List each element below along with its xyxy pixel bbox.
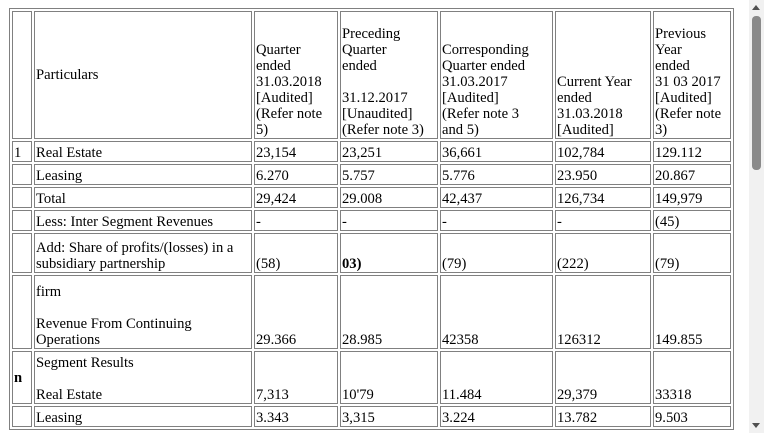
table-row: Leasing 3.343 3,315 3.224 13.782 9.503 <box>12 406 731 427</box>
row-index <box>12 406 32 427</box>
row-index: n <box>12 351 32 404</box>
row-label: Total <box>34 187 252 208</box>
header-current-year: Current Year ended 31.03.2018 [Audited] <box>555 11 651 139</box>
cell-q2: 28.985 <box>340 275 438 349</box>
cell-y2: (45) <box>653 210 731 231</box>
cell-q2: 03) <box>340 233 438 273</box>
cell-q3: 3.224 <box>440 406 553 427</box>
cell-q2: - <box>340 210 438 231</box>
cell-y2: 129.112 <box>653 141 731 162</box>
cell-y1: 13.782 <box>555 406 651 427</box>
cell-q1: 7,313 <box>254 351 338 404</box>
header-previous-year: Previous Year ended 31 03 2017 [Audited]… <box>653 11 731 139</box>
row-index <box>12 187 32 208</box>
table-row: Less: Inter Segment Revenues - - - - (45… <box>12 210 731 231</box>
cell-q3: 5.776 <box>440 164 553 185</box>
header-index-cell <box>12 11 32 139</box>
row-label: Segment Results Real Estate <box>34 351 252 404</box>
header-corresponding-quarter: Corresponding Quarter ended 31.03.2017 [… <box>440 11 553 139</box>
scrollbar-thumb[interactable] <box>752 16 761 170</box>
cell-q3: 36,661 <box>440 141 553 162</box>
row-label: Leasing <box>34 406 252 427</box>
cell-q2: 5.757 <box>340 164 438 185</box>
cell-q1: 6.270 <box>254 164 338 185</box>
cell-q2: 29.008 <box>340 187 438 208</box>
row-label: Less: Inter Segment Revenues <box>34 210 252 231</box>
table-row: n Segment Results Real Estate 7,313 10'7… <box>12 351 731 404</box>
cell-q2-bold: 03) <box>342 256 362 272</box>
cell-q1: (58) <box>254 233 338 273</box>
cell-q1: 29,424 <box>254 187 338 208</box>
cell-y1: 126312 <box>555 275 651 349</box>
row-index: 1 <box>12 141 32 162</box>
cell-y2: 33318 <box>653 351 731 404</box>
cell-y2: 149.855 <box>653 275 731 349</box>
cell-q2: 23,251 <box>340 141 438 162</box>
cell-y1: (222) <box>555 233 651 273</box>
row-label: Leasing <box>34 164 252 185</box>
cell-y2: 149,979 <box>653 187 731 208</box>
row-label: firm Revenue From Continuing Operations <box>34 275 252 349</box>
row-index <box>12 233 32 273</box>
cell-q3: (79) <box>440 233 553 273</box>
row-label: Real Estate <box>34 141 252 162</box>
cell-y1: - <box>555 210 651 231</box>
cell-q1: - <box>254 210 338 231</box>
cell-q1: 23,154 <box>254 141 338 162</box>
vertical-scrollbar[interactable] <box>749 0 764 433</box>
cell-q3: 42358 <box>440 275 553 349</box>
cell-y2: 9.503 <box>653 406 731 427</box>
row-label: Add: Share of profits/(losses) in a subs… <box>34 233 252 273</box>
header-quarter-ended-31-03-2018: Quarter ended 31.03.2018 [Audited] (Refe… <box>254 11 338 139</box>
header-preceding-quarter: Preceding Quarter ended 31.12.2017 [Unau… <box>340 11 438 139</box>
cell-y1: 23.950 <box>555 164 651 185</box>
cell-q1: 29.366 <box>254 275 338 349</box>
table-row: firm Revenue From Continuing Operations … <box>12 275 731 349</box>
cell-q2: 10'79 <box>340 351 438 404</box>
cell-q2: 3,315 <box>340 406 438 427</box>
table-row: 1 Real Estate 23,154 23,251 36,661 102,7… <box>12 141 731 162</box>
table-row: Total 29,424 29.008 42,437 126,734 149,9… <box>12 187 731 208</box>
row-index-bold: n <box>14 369 23 386</box>
header-particulars: Particulars <box>34 11 252 139</box>
scroll-down-arrow-icon[interactable] <box>752 423 760 428</box>
row-index <box>12 210 32 231</box>
row-index <box>12 164 32 185</box>
cell-y1: 102,784 <box>555 141 651 162</box>
table-row: Leasing 6.270 5.757 5.776 23.950 20.867 <box>12 164 731 185</box>
table-row: Add: Share of profits/(losses) in a subs… <box>12 233 731 273</box>
cell-q3: 42,437 <box>440 187 553 208</box>
cell-y1: 126,734 <box>555 187 651 208</box>
header-row: Particulars Quarter ended 31.03.2018 [Au… <box>12 11 731 139</box>
cell-q3: 11.484 <box>440 351 553 404</box>
cell-y2: (79) <box>653 233 731 273</box>
cell-y2: 20.867 <box>653 164 731 185</box>
cell-q1: 3.343 <box>254 406 338 427</box>
cell-y1: 29,379 <box>555 351 651 404</box>
row-index <box>12 275 32 349</box>
segment-table: Particulars Quarter ended 31.03.2018 [Au… <box>9 8 734 430</box>
scroll-up-arrow-icon[interactable] <box>752 5 760 10</box>
cell-q3: - <box>440 210 553 231</box>
